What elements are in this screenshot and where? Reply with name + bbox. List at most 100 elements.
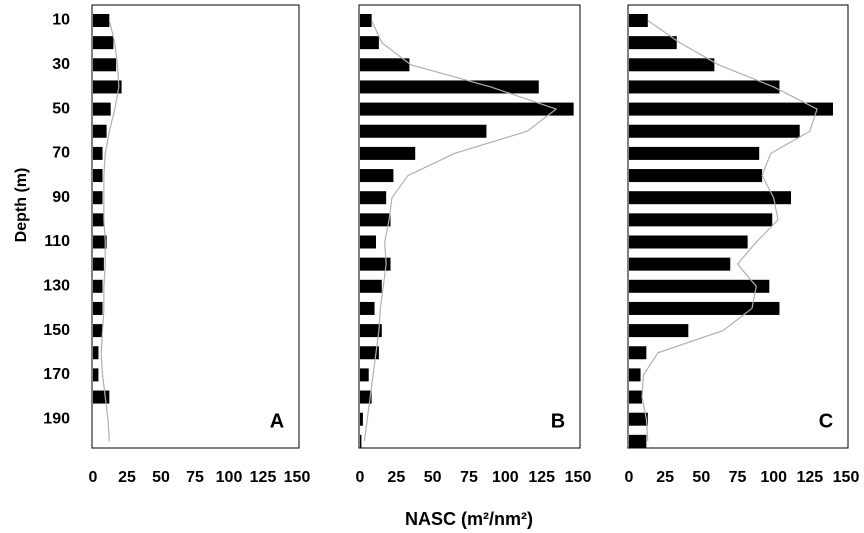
y-tick-label: 10	[52, 12, 70, 29]
bar	[360, 169, 394, 183]
x-tick-label: 125	[528, 469, 555, 486]
bar	[629, 14, 648, 27]
bar	[360, 36, 379, 50]
x-tick-label: 0	[356, 469, 365, 486]
bar	[93, 346, 99, 360]
panel-frame	[627, 4, 849, 449]
bar	[360, 146, 416, 160]
bar	[629, 169, 763, 183]
y-tick-label: 150	[43, 322, 70, 339]
bar	[360, 434, 362, 448]
bar	[629, 368, 641, 382]
bar	[93, 191, 103, 205]
y-tick-label: 170	[43, 366, 70, 383]
bar	[360, 368, 369, 382]
x-tick-label: 25	[387, 469, 405, 486]
x-tick-label: 0	[89, 469, 98, 486]
bar	[629, 235, 748, 249]
bar	[360, 124, 487, 138]
bar	[360, 346, 379, 360]
panel-label: A	[270, 410, 284, 432]
x-tick-label: 25	[118, 469, 136, 486]
y-tick-label: 110	[44, 233, 70, 250]
y-axis-label: Depth (m)	[13, 168, 30, 243]
x-tick-label: 100	[216, 469, 243, 486]
bar	[360, 279, 382, 293]
x-tick-label: 150	[284, 469, 311, 486]
bar	[360, 102, 574, 116]
bar	[629, 301, 780, 315]
bar	[360, 412, 363, 426]
bar	[93, 80, 122, 94]
x-tick-label: 0	[625, 469, 634, 486]
bar	[93, 169, 103, 183]
bar	[629, 36, 677, 50]
bar	[93, 36, 114, 50]
x-tick-label: 125	[250, 469, 277, 486]
x-tick-label: 100	[760, 469, 787, 486]
bar	[93, 146, 103, 160]
y-tick-label: 130	[43, 278, 70, 295]
x-tick-label: 25	[656, 469, 674, 486]
bar	[360, 324, 382, 338]
trend-line	[100, 20, 120, 442]
bar	[629, 346, 647, 360]
bar	[360, 257, 391, 271]
bar	[629, 213, 773, 227]
bar	[629, 324, 689, 338]
bar	[629, 257, 731, 271]
bar	[93, 14, 110, 27]
x-tick-label: 100	[492, 469, 519, 486]
panel-frame	[358, 4, 581, 449]
panel-frame	[91, 4, 300, 449]
bar	[360, 235, 376, 249]
bar	[629, 146, 760, 160]
x-axis-label: NASC (m²/nm²)	[405, 509, 533, 529]
bar	[629, 390, 643, 404]
bar	[360, 390, 372, 404]
panel-label: B	[551, 410, 565, 432]
x-tick-label: 150	[833, 469, 860, 486]
bar	[629, 434, 647, 448]
bar	[93, 324, 103, 338]
y-tick-label: 50	[52, 100, 70, 117]
bar	[93, 301, 103, 315]
bar	[629, 191, 792, 205]
bar	[93, 390, 110, 404]
bar	[629, 102, 833, 116]
bar	[629, 58, 715, 72]
bar	[360, 14, 372, 27]
bar	[93, 58, 117, 72]
bar	[360, 191, 387, 205]
bar	[93, 279, 103, 293]
y-tick-label: 90	[52, 189, 70, 206]
bar	[93, 124, 107, 138]
x-tick-label: 75	[460, 469, 478, 486]
x-tick-label: 75	[729, 469, 747, 486]
trend-line	[641, 20, 818, 442]
bar	[629, 124, 800, 138]
y-tick-label: 30	[52, 56, 70, 73]
bar	[629, 412, 648, 426]
y-tick-label: 70	[52, 145, 70, 162]
bar	[360, 301, 375, 315]
bar	[93, 102, 111, 116]
panel-label: C	[819, 410, 833, 432]
x-tick-label: 150	[565, 469, 592, 486]
bar	[360, 213, 391, 227]
bar	[93, 257, 104, 271]
x-tick-label: 125	[796, 469, 823, 486]
x-tick-label: 75	[186, 469, 204, 486]
x-tick-label: 50	[152, 469, 170, 486]
trend-line	[363, 20, 558, 442]
bar	[93, 213, 104, 227]
x-tick-label: 50	[692, 469, 710, 486]
bar	[93, 235, 107, 249]
y-tick-label: 190	[43, 410, 70, 427]
bar	[629, 279, 770, 293]
bar	[93, 368, 99, 382]
bar	[360, 80, 539, 94]
x-tick-label: 50	[424, 469, 442, 486]
bar	[360, 58, 410, 72]
